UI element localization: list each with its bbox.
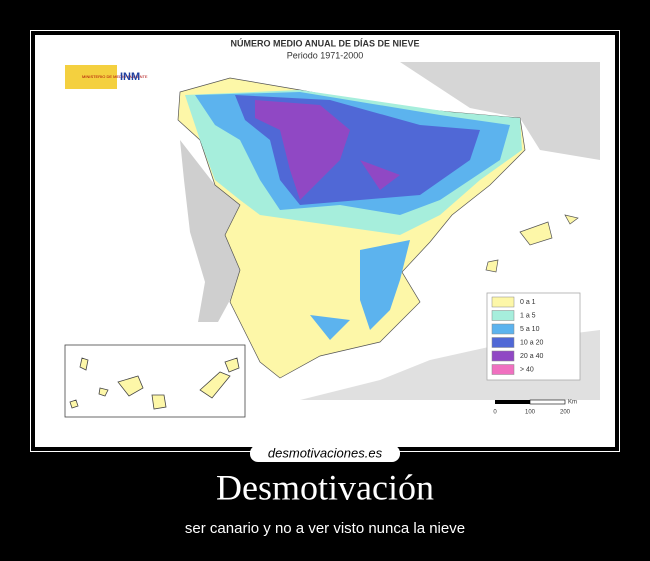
scale-bar	[495, 400, 530, 404]
legend-swatch	[491, 296, 515, 308]
portugal	[180, 140, 240, 322]
poster-caption: ser canario y no a ver visto nunca la ni…	[185, 520, 465, 537]
legend: 0 a 1 1 a 5 5 a 10 10 a 20 20 a 40 > 40	[491, 296, 543, 375]
scale-bar	[529, 399, 566, 405]
legend-swatch	[491, 310, 515, 321]
map-subtitle: Periodo 1971-2000	[287, 50, 364, 60]
poster-title: Desmotivación	[216, 467, 434, 507]
legend-label: 10 a 20	[520, 339, 543, 346]
scale-tick-label: 0	[493, 410, 497, 416]
france	[400, 62, 600, 160]
scale-ticks: 0 100 200	[493, 410, 570, 416]
legend-label: 5 a 10	[520, 326, 540, 333]
legend-swatch	[491, 350, 515, 362]
watermark-pill	[250, 445, 400, 462]
zone-south	[310, 240, 410, 340]
legend-label: > 40	[520, 366, 534, 373]
watermark: desmotivaciones.es	[268, 445, 383, 460]
legend-swatch	[491, 364, 515, 375]
logo-ministry: MINISTERIO DE MEDIO AMBIENTE	[82, 74, 148, 79]
canary-islands	[69, 357, 240, 410]
legend-label: 1 a 5	[520, 312, 536, 319]
scale-unit: Km	[568, 400, 577, 406]
legend-swatch	[491, 323, 515, 335]
scale-tick-label: 200	[560, 410, 571, 416]
scale-tick-label: 100	[525, 410, 536, 416]
balearics	[485, 214, 579, 273]
logo-agency: INM	[120, 71, 140, 83]
legend-swatch	[491, 337, 515, 348]
legend-label: 20 a 40	[520, 353, 543, 360]
logo-ministry-badge	[65, 65, 117, 89]
map: NÚMERO MEDIO ANUAL DE DÍAS DE NIEVE Peri…	[64, 37, 600, 418]
map-title: NÚMERO MEDIO ANUAL DE DÍAS DE NIEVE	[230, 37, 419, 48]
legend-label: 0 a 1	[520, 299, 536, 306]
zone-20-40	[255, 100, 400, 200]
